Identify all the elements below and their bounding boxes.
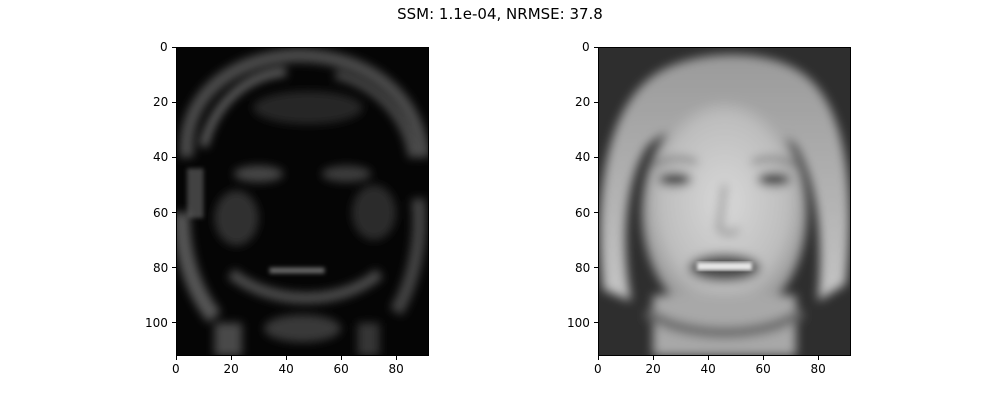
x-tick-mark	[707, 356, 709, 360]
y-tick-label: 0	[582, 40, 590, 54]
x-tick-mark	[597, 356, 599, 360]
x-tick-mark	[230, 356, 232, 360]
x-tick-mark	[340, 356, 342, 360]
x-tick-label: 80	[388, 362, 404, 376]
y-tick-label: 20	[153, 95, 169, 110]
x-tick-mark	[285, 356, 287, 360]
y-tick-mark	[172, 46, 176, 48]
y-tick-mark	[594, 101, 598, 103]
residual-face-image	[176, 47, 429, 356]
y-tick-mark	[594, 156, 598, 158]
y-tick-label: 60	[153, 205, 169, 220]
left-image-panel: 0 20 40 60 80 0 20 40 60 80 100	[145, 41, 429, 375]
x-tick-mark	[817, 356, 819, 360]
x-tick-label: 40	[700, 362, 716, 376]
y-tick-label: 80	[153, 260, 169, 275]
y-tick-label: 100	[145, 315, 168, 330]
x-tick-label: 40	[278, 362, 294, 376]
x-tick-label: 60	[333, 362, 349, 376]
y-tick-mark	[594, 212, 598, 214]
y-tick-mark	[594, 322, 598, 324]
y-tick-mark	[594, 46, 598, 48]
y-tick-mark	[172, 156, 176, 158]
x-tick-label: 80	[810, 362, 826, 376]
x-tick-label: 0	[172, 362, 180, 376]
original-face-image	[598, 47, 851, 356]
figure-title: SSM: 1.1e-04, NRMSE: 37.8	[397, 5, 603, 23]
y-tick-mark	[594, 267, 598, 269]
y-tick-label: 20	[575, 95, 591, 110]
x-tick-label: 60	[755, 362, 771, 376]
right-image-panel: 0 20 40 60 80 0 20 40 60 80 100	[567, 41, 851, 375]
y-tick-label: 40	[575, 150, 591, 165]
y-tick-label: 80	[575, 260, 591, 275]
x-tick-mark	[395, 356, 397, 360]
y-tick-mark	[172, 267, 176, 269]
y-tick-mark	[172, 101, 176, 103]
x-tick-mark	[175, 356, 177, 360]
y-tick-label: 0	[160, 40, 168, 54]
y-tick-label: 60	[575, 205, 591, 220]
x-tick-label: 20	[645, 362, 661, 376]
y-tick-mark	[172, 212, 176, 214]
y-tick-label: 40	[153, 150, 169, 165]
x-tick-mark	[762, 356, 764, 360]
x-tick-label: 0	[594, 362, 602, 376]
y-tick-label: 100	[567, 315, 590, 330]
y-tick-mark	[172, 322, 176, 324]
x-tick-label: 20	[223, 362, 239, 376]
x-tick-mark	[652, 356, 654, 360]
